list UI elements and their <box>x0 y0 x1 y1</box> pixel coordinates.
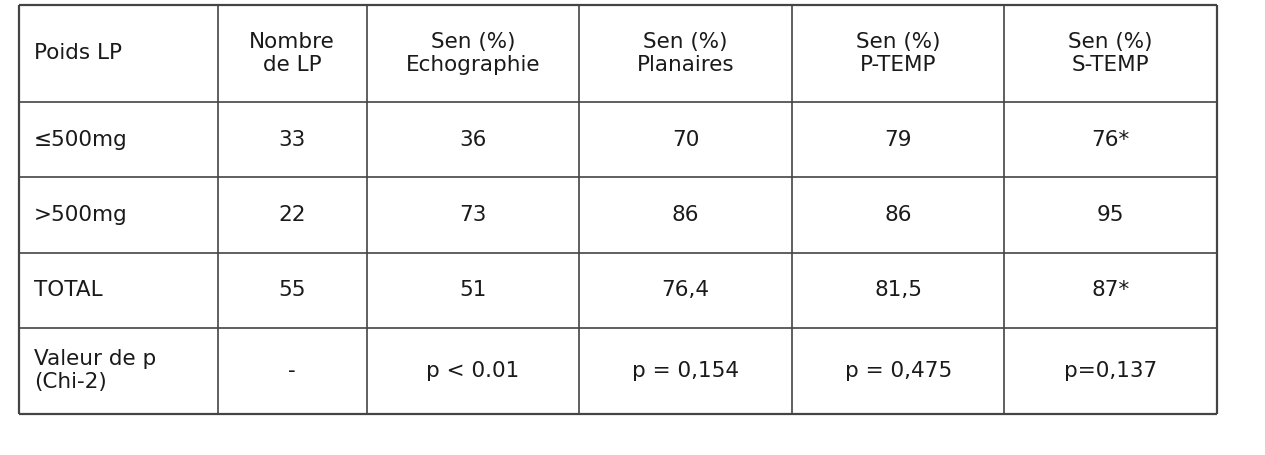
Text: p=0,137: p=0,137 <box>1064 361 1157 381</box>
Text: Valeur de p
(Chi-2): Valeur de p (Chi-2) <box>34 349 157 392</box>
Text: 55: 55 <box>278 280 306 300</box>
Text: 81,5: 81,5 <box>874 280 922 300</box>
Text: 95: 95 <box>1097 205 1125 225</box>
Text: -: - <box>288 361 296 381</box>
Text: Sen (%)
Planaires: Sen (%) Planaires <box>636 32 735 75</box>
Text: Nombre
de LP: Nombre de LP <box>249 32 335 75</box>
Text: p = 0,154: p = 0,154 <box>632 361 739 381</box>
Text: 70: 70 <box>672 130 700 150</box>
Text: Sen (%)
Echographie: Sen (%) Echographie <box>406 32 540 75</box>
Text: 33: 33 <box>278 130 306 150</box>
Text: p = 0,475: p = 0,475 <box>845 361 951 381</box>
Text: 86: 86 <box>884 205 912 225</box>
Text: p < 0.01: p < 0.01 <box>426 361 520 381</box>
Text: Sen (%)
S-TEMP: Sen (%) S-TEMP <box>1069 32 1152 75</box>
Text: 36: 36 <box>459 130 487 150</box>
Text: 86: 86 <box>672 205 700 225</box>
Text: ≤500mg: ≤500mg <box>34 130 128 150</box>
Text: 76,4: 76,4 <box>662 280 710 300</box>
Text: TOTAL: TOTAL <box>34 280 102 300</box>
Text: 51: 51 <box>459 280 487 300</box>
Text: Sen (%)
P-TEMP: Sen (%) P-TEMP <box>856 32 940 75</box>
Text: 22: 22 <box>278 205 306 225</box>
Text: 73: 73 <box>459 205 487 225</box>
Text: 87*: 87* <box>1092 280 1130 300</box>
Text: 79: 79 <box>884 130 912 150</box>
Text: >500mg: >500mg <box>34 205 128 225</box>
Text: Poids LP: Poids LP <box>34 44 123 63</box>
Text: 76*: 76* <box>1092 130 1130 150</box>
